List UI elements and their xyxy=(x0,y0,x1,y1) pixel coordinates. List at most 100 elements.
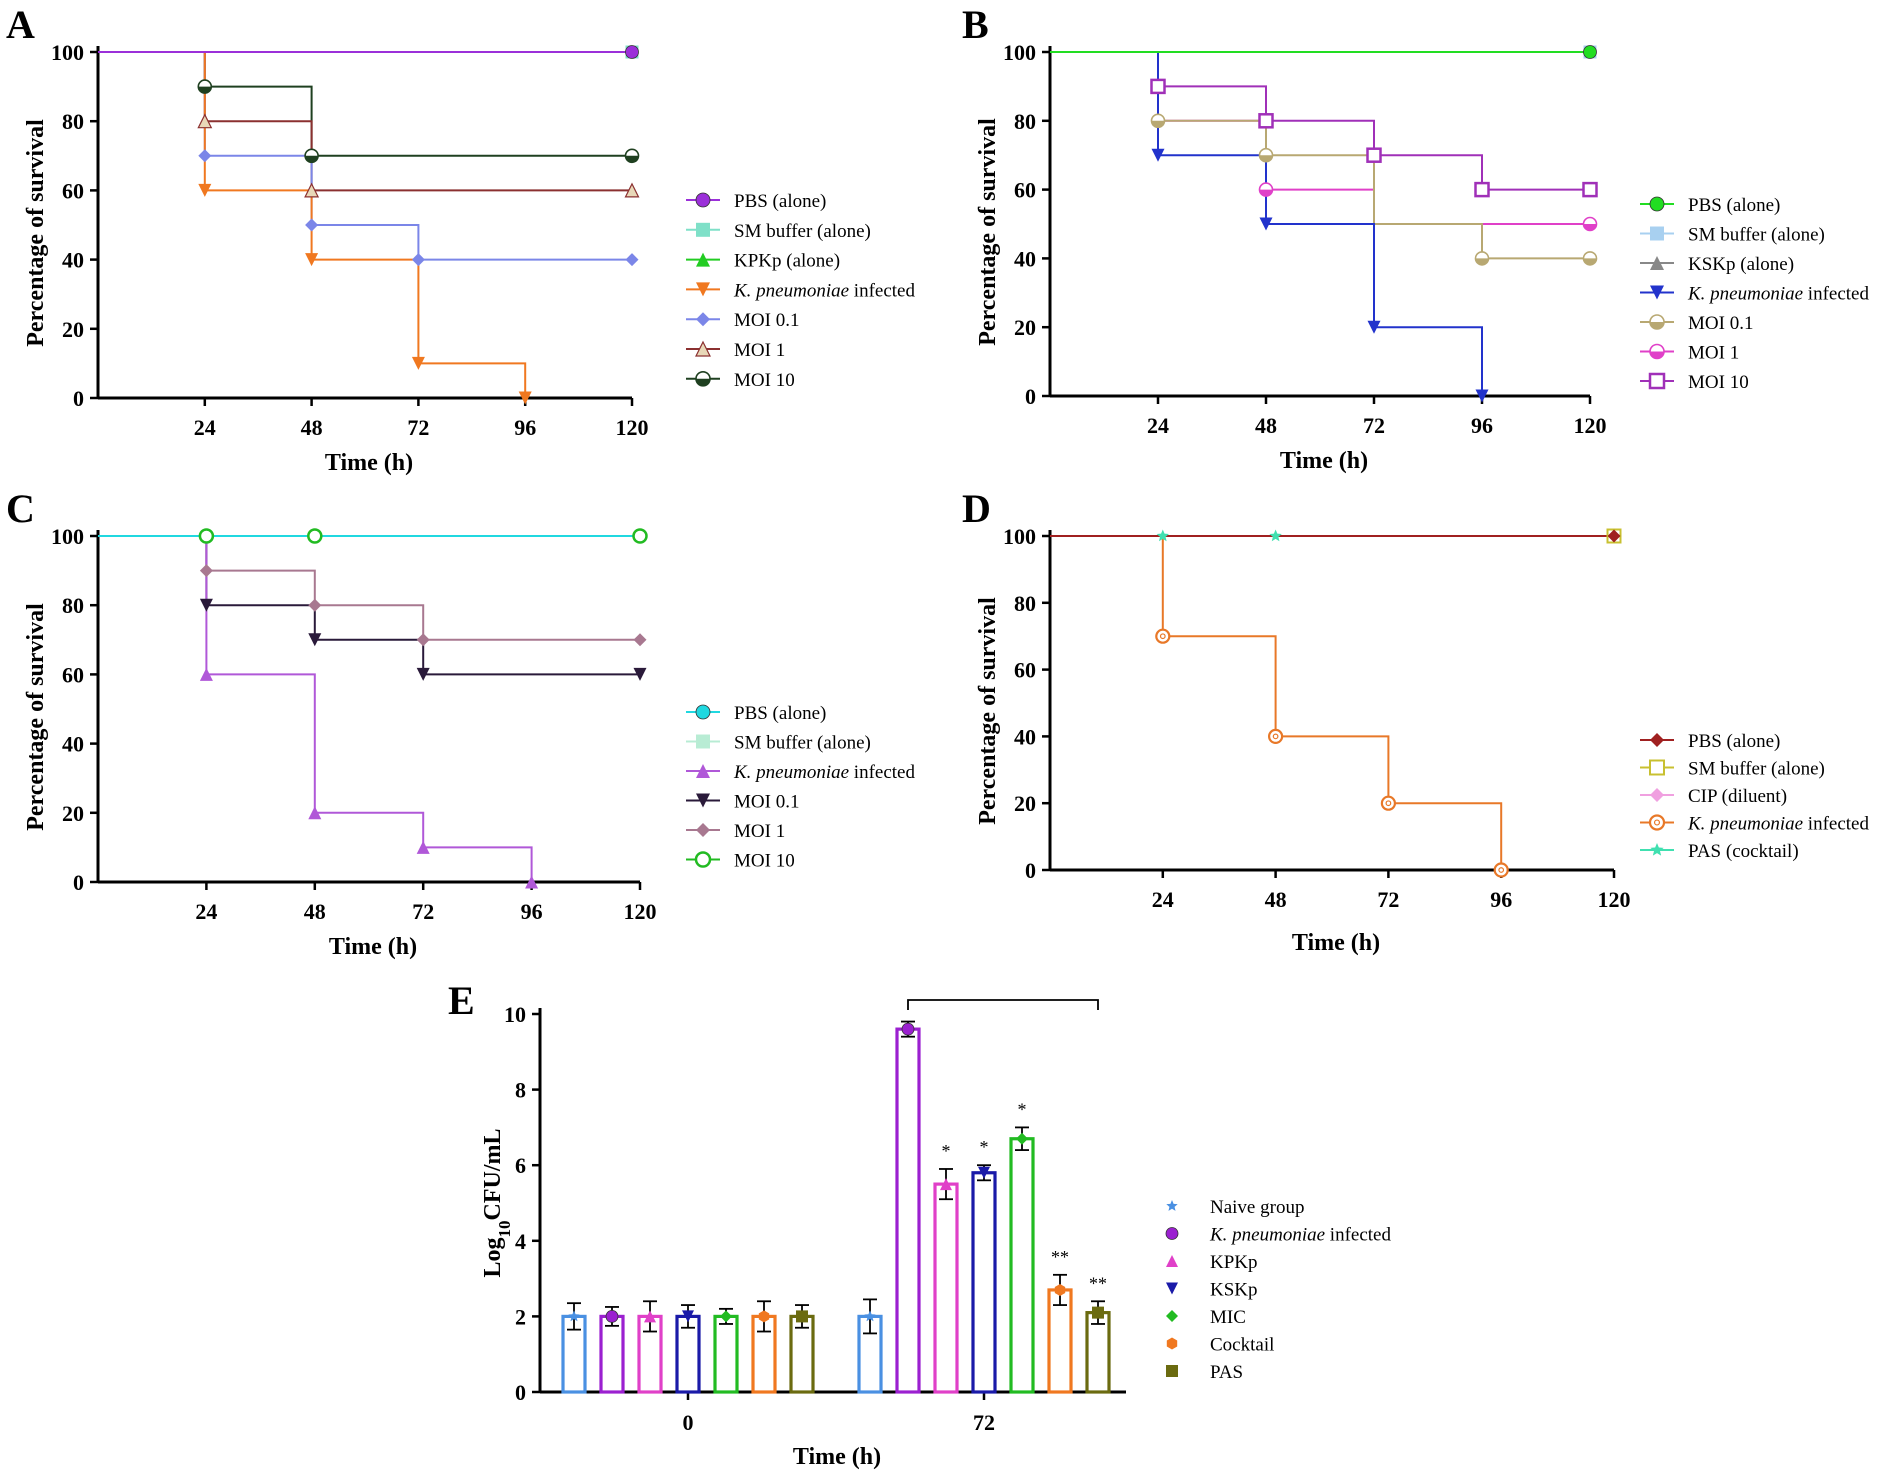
legend-label: KPKp xyxy=(1210,1252,1258,1273)
legend-label: MIC xyxy=(1210,1307,1246,1328)
bar-marker xyxy=(864,1310,876,1322)
data-point xyxy=(308,806,322,820)
legend-marker xyxy=(1650,733,1664,747)
y-tick-label: 100 xyxy=(51,40,84,65)
y-tick-label: 20 xyxy=(1014,315,1036,340)
data-point xyxy=(518,391,532,405)
legend-marker xyxy=(1166,1200,1178,1211)
legend-label-rest: infected xyxy=(1803,284,1869,305)
bar-marker xyxy=(978,1166,990,1179)
x-tick-label: 72 xyxy=(407,415,429,440)
legend-marker xyxy=(1165,1227,1179,1240)
legend-marker-fill xyxy=(1650,322,1664,329)
x-tick-label: 72 xyxy=(1363,413,1385,438)
legend-marker xyxy=(1166,1365,1178,1377)
y-axis-title: Percentage of survival xyxy=(23,603,49,831)
data-point-inner xyxy=(1272,733,1279,740)
legend-label: MOI 1 xyxy=(734,821,785,842)
data-point xyxy=(411,253,425,267)
bar-marker xyxy=(940,1178,952,1191)
data-point xyxy=(304,182,320,198)
data-point xyxy=(416,840,430,854)
bar-marker xyxy=(568,1310,580,1322)
data-point xyxy=(199,667,213,681)
y-tick-label: 40 xyxy=(1014,246,1036,271)
legend-marker xyxy=(696,793,710,808)
bar-marker xyxy=(644,1310,656,1323)
data-point xyxy=(1258,113,1274,129)
series-line xyxy=(1050,535,1503,870)
x-tick-label: 120 xyxy=(624,899,657,924)
x-tick-label: 24 xyxy=(1152,887,1174,912)
data-point xyxy=(1269,529,1282,542)
legend-marker xyxy=(1166,1337,1178,1350)
bar-marker xyxy=(1016,1132,1028,1145)
legend-label-rest: infected xyxy=(849,280,915,301)
legend-marker xyxy=(695,192,711,208)
x-axis-title: Time (h) xyxy=(329,934,417,960)
x-tick-label: 120 xyxy=(1574,413,1607,438)
x-tick-label: 72 xyxy=(973,1410,995,1435)
legend-label: CIP (diluent) xyxy=(1688,786,1787,807)
legend-marker-fill xyxy=(1650,351,1664,359)
data-point-inner xyxy=(1498,867,1505,873)
y-axis-title: Percentage of survival xyxy=(975,118,1001,346)
data-point xyxy=(1267,728,1284,745)
data-point xyxy=(624,182,640,198)
data-point xyxy=(632,528,648,544)
data-point xyxy=(307,528,323,544)
legend-marker xyxy=(696,252,710,267)
panel-letter: A xyxy=(6,2,35,47)
x-tick-label: 72 xyxy=(412,899,434,924)
data-point xyxy=(525,875,539,889)
legend-marker xyxy=(1650,256,1664,270)
data-point xyxy=(1474,181,1490,198)
legend-marker xyxy=(1166,1310,1178,1322)
data-point-fill xyxy=(198,86,212,94)
data-point-inner xyxy=(1159,633,1166,640)
x-tick-label: 48 xyxy=(1265,887,1287,912)
data-point xyxy=(633,633,647,647)
significance-label: * xyxy=(980,1137,989,1157)
data-point xyxy=(198,149,212,163)
x-tick-label: 0 xyxy=(683,1410,694,1435)
legend-marker xyxy=(696,764,710,778)
y-tick-label: 8 xyxy=(515,1078,526,1103)
x-tick-label: 120 xyxy=(1598,887,1631,912)
data-point-fill xyxy=(1259,189,1273,197)
legend-label: MOI 10 xyxy=(734,851,795,872)
legend-label: SM buffer (alone) xyxy=(1688,759,1825,780)
y-tick-label: 0 xyxy=(1025,384,1036,409)
panel-letter: E xyxy=(448,978,475,1023)
y-axis-title: Percentage of survival xyxy=(975,597,1001,825)
x-axis-title: Time (h) xyxy=(793,1444,881,1470)
bar-marker xyxy=(605,1310,619,1323)
legend-label: Naive group xyxy=(1210,1197,1304,1218)
bar xyxy=(713,1314,739,1394)
panel-letter: B xyxy=(962,2,989,47)
legend-label: KPKp (alone) xyxy=(734,251,840,272)
legend-marker xyxy=(696,312,710,327)
legend-label: K. pneumoniae infected xyxy=(1687,284,1869,305)
data-point xyxy=(305,218,319,232)
data-point xyxy=(1366,147,1382,163)
legend-label-rest: infected xyxy=(1325,1225,1391,1246)
series-line xyxy=(98,51,632,192)
legend-marker xyxy=(1650,788,1664,802)
legend-marker xyxy=(1648,372,1666,390)
y-tick-label: 80 xyxy=(1014,109,1036,134)
legend: PBS (alone) SM buffer (alone) CIP (diluent… xyxy=(1640,731,1869,862)
legend-label-rest: infected xyxy=(849,762,915,783)
data-point xyxy=(625,45,639,59)
panel-letter: C xyxy=(6,486,35,531)
significance-label: * xyxy=(1018,1099,1027,1119)
legend: PBS (alone) SM buffer (alone) K. pneumonia… xyxy=(686,703,915,872)
bar-marker xyxy=(758,1310,770,1323)
legend-label: K. pneumoniae infected xyxy=(1687,814,1869,835)
legend-label: PBS (alone) xyxy=(734,703,826,724)
data-point-fill xyxy=(305,155,319,163)
y-tick-label: 80 xyxy=(62,593,84,618)
bar xyxy=(599,1314,625,1394)
legend-label: PAS xyxy=(1210,1362,1243,1383)
